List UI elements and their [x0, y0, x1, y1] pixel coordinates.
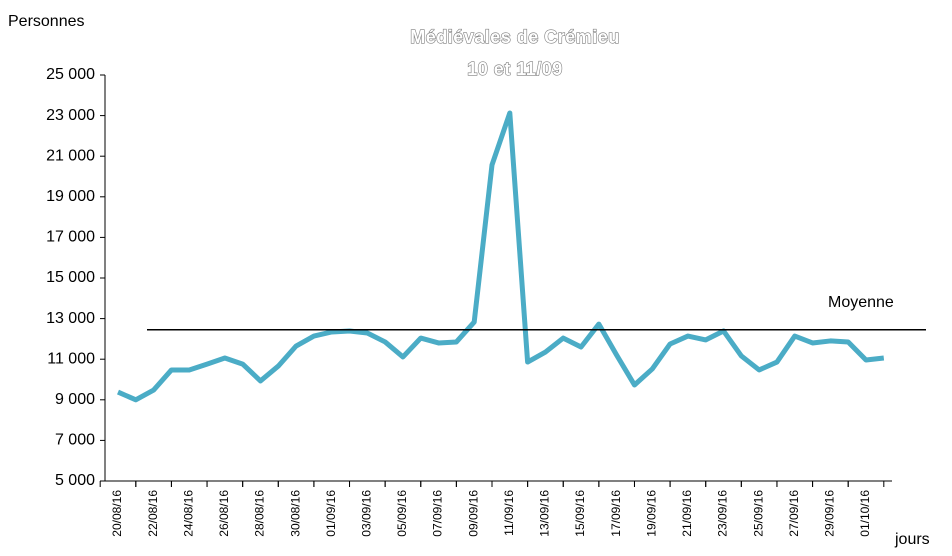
y-tick-label: 7 000: [55, 432, 95, 449]
x-tick-label: 11/09/16: [502, 490, 516, 536]
x-tick-label: 29/09/16: [823, 490, 837, 537]
y-tick-label: 13 000: [46, 310, 95, 327]
x-tick-label: 01/10/16: [858, 490, 872, 537]
chart-title: Médiévales de Crémieu: [410, 27, 620, 47]
x-tick-label: 21/09/16: [680, 490, 694, 537]
x-tick-label: 17/09/16: [609, 490, 623, 537]
y-tick-label: 21 000: [46, 147, 95, 164]
x-tick-label: 03/09/16: [360, 490, 374, 537]
x-tick-label: 24/08/16: [181, 490, 195, 537]
x-tick-label: 22/08/16: [146, 490, 160, 537]
x-tick-label: 13/09/16: [538, 490, 552, 537]
x-tick-label: 27/09/16: [787, 490, 801, 537]
x-tick-label: 15/09/16: [573, 490, 587, 537]
x-tick-label: 20/08/16: [110, 490, 124, 537]
x-tick-label: 05/09/16: [395, 490, 409, 537]
y-tick-label: 25 000: [46, 66, 95, 83]
y-tick-label: 15 000: [46, 269, 95, 286]
x-tick-label: 26/08/16: [217, 490, 231, 537]
y-tick-label: 11 000: [47, 350, 95, 367]
x-tick-label: 30/08/16: [288, 490, 302, 537]
y-tick-label: 17 000: [46, 229, 95, 246]
x-tick-label: 07/09/16: [431, 490, 445, 537]
x-axis-label: jours: [894, 531, 930, 548]
x-tick-label: 01/09/16: [324, 490, 338, 537]
x-tick-label: 19/09/16: [644, 490, 658, 537]
data-line: [117, 110, 885, 403]
y-tick-label: 5 000: [55, 472, 95, 489]
y-tick-label: 19 000: [46, 188, 95, 205]
x-tick-label: 25/09/16: [751, 490, 765, 537]
y-axis-label: Personnes: [8, 13, 85, 30]
x-tick-label: 09/09/16: [466, 490, 480, 537]
y-tick-label: 9 000: [55, 391, 95, 408]
y-tick-label: 23 000: [46, 107, 95, 124]
x-tick-label: 23/09/16: [716, 490, 730, 537]
x-tick-label: 28/08/16: [253, 490, 267, 537]
chart-title: 10 et 11/09: [467, 59, 563, 79]
mean-label: Moyenne: [828, 294, 894, 311]
